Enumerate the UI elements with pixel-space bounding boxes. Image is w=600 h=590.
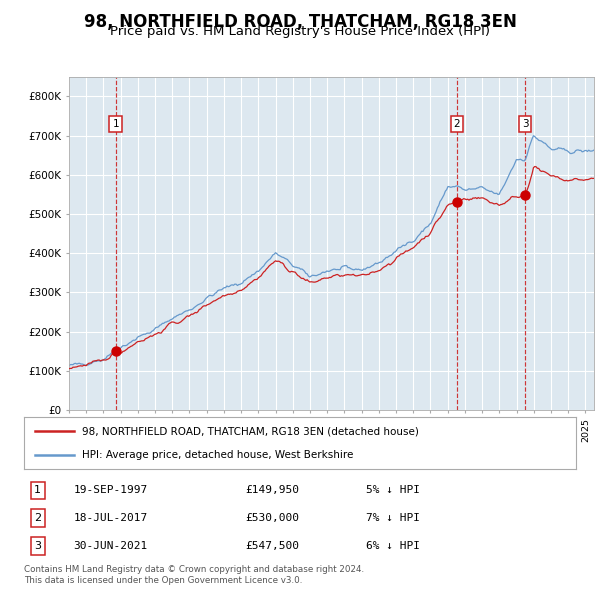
Text: 2: 2 [454, 119, 460, 129]
Text: This data is licensed under the Open Government Licence v3.0.: This data is licensed under the Open Gov… [24, 576, 302, 585]
Text: HPI: Average price, detached house, West Berkshire: HPI: Average price, detached house, West… [82, 450, 353, 460]
Text: £530,000: £530,000 [245, 513, 299, 523]
Text: 2: 2 [34, 513, 41, 523]
Text: Contains HM Land Registry data © Crown copyright and database right 2024.: Contains HM Land Registry data © Crown c… [24, 565, 364, 574]
Text: 98, NORTHFIELD ROAD, THATCHAM, RG18 3EN (detached house): 98, NORTHFIELD ROAD, THATCHAM, RG18 3EN … [82, 426, 419, 436]
Text: 3: 3 [521, 119, 528, 129]
Text: 1: 1 [34, 485, 41, 495]
Text: 7% ↓ HPI: 7% ↓ HPI [366, 513, 420, 523]
Text: £149,950: £149,950 [245, 485, 299, 495]
Text: 5% ↓ HPI: 5% ↓ HPI [366, 485, 420, 495]
Text: 1: 1 [113, 119, 119, 129]
Text: 98, NORTHFIELD ROAD, THATCHAM, RG18 3EN: 98, NORTHFIELD ROAD, THATCHAM, RG18 3EN [83, 13, 517, 31]
Text: Price paid vs. HM Land Registry's House Price Index (HPI): Price paid vs. HM Land Registry's House … [110, 25, 490, 38]
Text: 30-JUN-2021: 30-JUN-2021 [74, 541, 148, 551]
Text: 18-JUL-2017: 18-JUL-2017 [74, 513, 148, 523]
Text: £547,500: £547,500 [245, 541, 299, 551]
Text: 19-SEP-1997: 19-SEP-1997 [74, 485, 148, 495]
Text: 6% ↓ HPI: 6% ↓ HPI [366, 541, 420, 551]
Text: 3: 3 [34, 541, 41, 551]
